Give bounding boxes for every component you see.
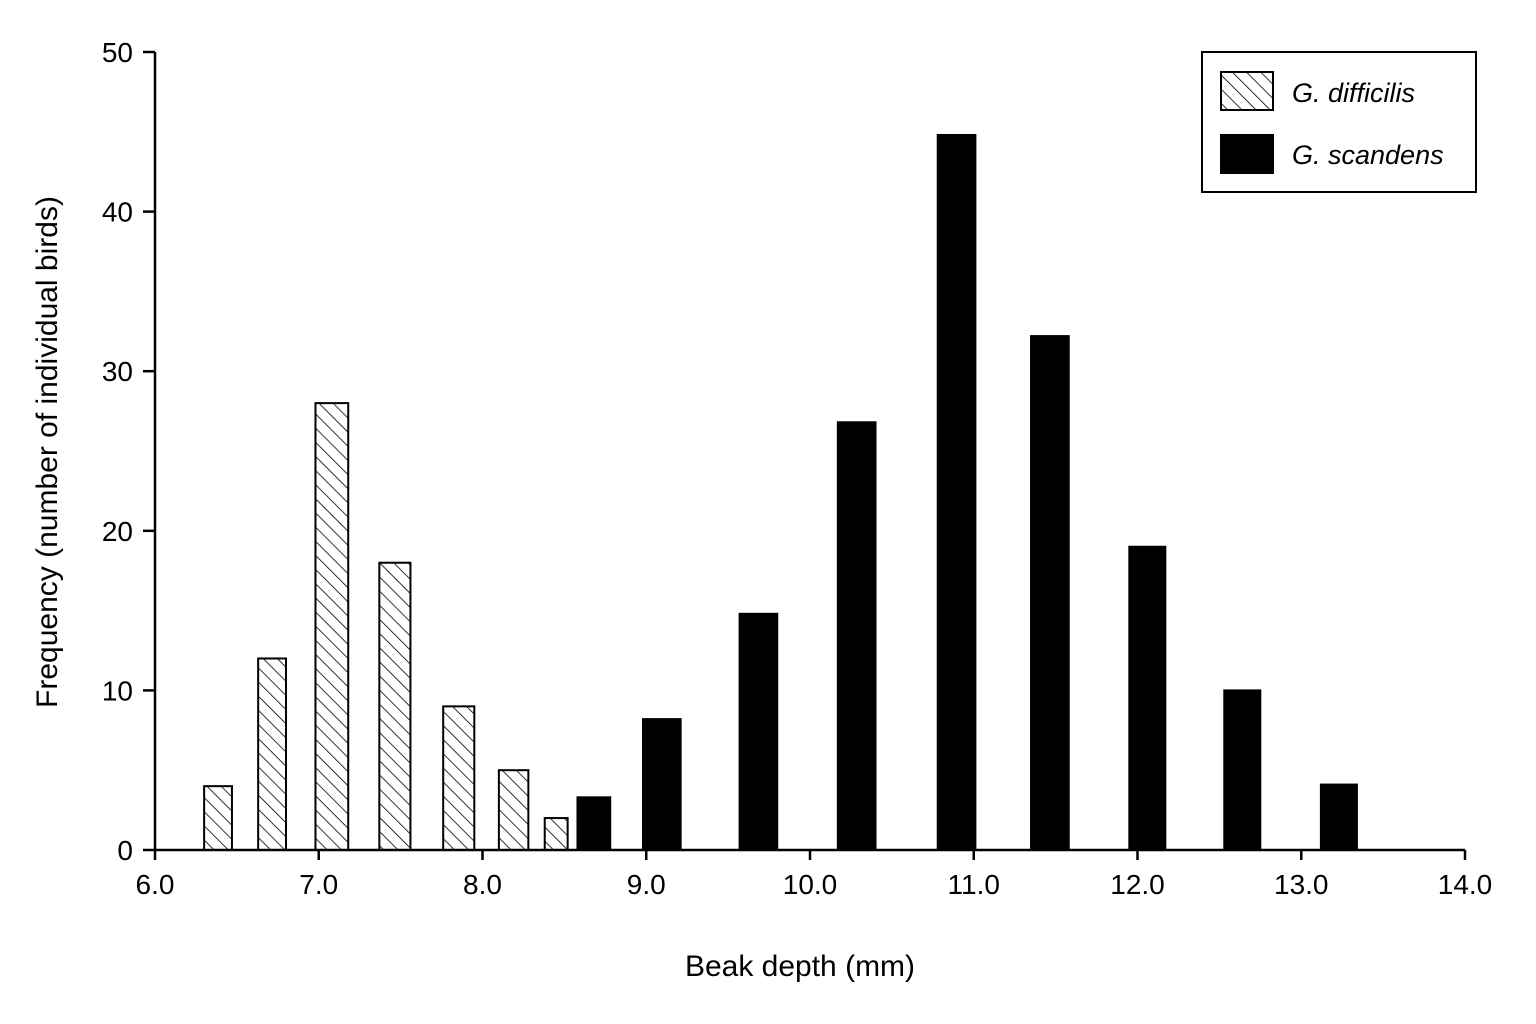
x-tick-label: 13.0 — [1274, 869, 1329, 900]
x-tick-label: 7.0 — [299, 869, 338, 900]
y-tick-label: 50 — [102, 37, 133, 68]
x-tick-label: 8.0 — [463, 869, 502, 900]
bar-g-difficilis-0 — [203, 785, 233, 851]
axes: 6.0 7.0 8.0 9.0 10.0 11.0 12.0 13.0 14.0 0 10 20 30 4… — [102, 37, 1492, 900]
bar-g-scandens-8 — [1319, 783, 1358, 852]
y-tick-label: 0 — [117, 835, 133, 866]
legend: G. difficilis G. scandens — [1201, 51, 1477, 193]
bar-g-scandens-3 — [836, 421, 877, 851]
bar-g-scandens-1 — [641, 718, 682, 851]
bar-g-difficilis-6 — [543, 817, 569, 852]
legend-label-g-difficilis: G. difficilis — [1292, 78, 1415, 108]
bar-g-difficilis-5 — [497, 769, 530, 852]
bar-g-scandens-6 — [1128, 545, 1167, 851]
legend-label-g-scandens: G. scandens — [1292, 140, 1444, 170]
bar-g-scandens-2 — [738, 612, 779, 851]
x-axis-title: Beak depth (mm) — [685, 950, 915, 983]
x-tick-label: 14.0 — [1438, 869, 1493, 900]
bar-g-scandens-0 — [576, 796, 612, 851]
bar-g-difficilis-4 — [442, 705, 476, 851]
bar-g-difficilis-2 — [314, 402, 350, 851]
x-tick-label: 12.0 — [1110, 869, 1165, 900]
y-axis-title: Frequency (number of individual birds) — [31, 196, 64, 708]
legend-swatch-g-scandens — [1220, 134, 1274, 174]
bar-g-scandens-4 — [936, 133, 977, 851]
legend-swatch-g-difficilis — [1220, 71, 1274, 111]
x-tick-label: 6.0 — [136, 869, 175, 900]
y-tick-label: 10 — [102, 675, 133, 706]
bar-g-scandens-5 — [1030, 335, 1070, 851]
y-tick-label: 30 — [102, 356, 133, 387]
x-tick-label: 9.0 — [627, 869, 666, 900]
y-tick-label: 40 — [102, 197, 133, 228]
y-tick-label: 20 — [102, 516, 133, 547]
bar-g-difficilis-1 — [257, 657, 288, 851]
bar-g-scandens-7 — [1223, 689, 1262, 852]
x-tick-label: 10.0 — [783, 869, 838, 900]
x-tick-label: 11.0 — [948, 869, 1000, 900]
bars-layer — [203, 133, 1358, 852]
bar-g-difficilis-3 — [378, 561, 412, 851]
